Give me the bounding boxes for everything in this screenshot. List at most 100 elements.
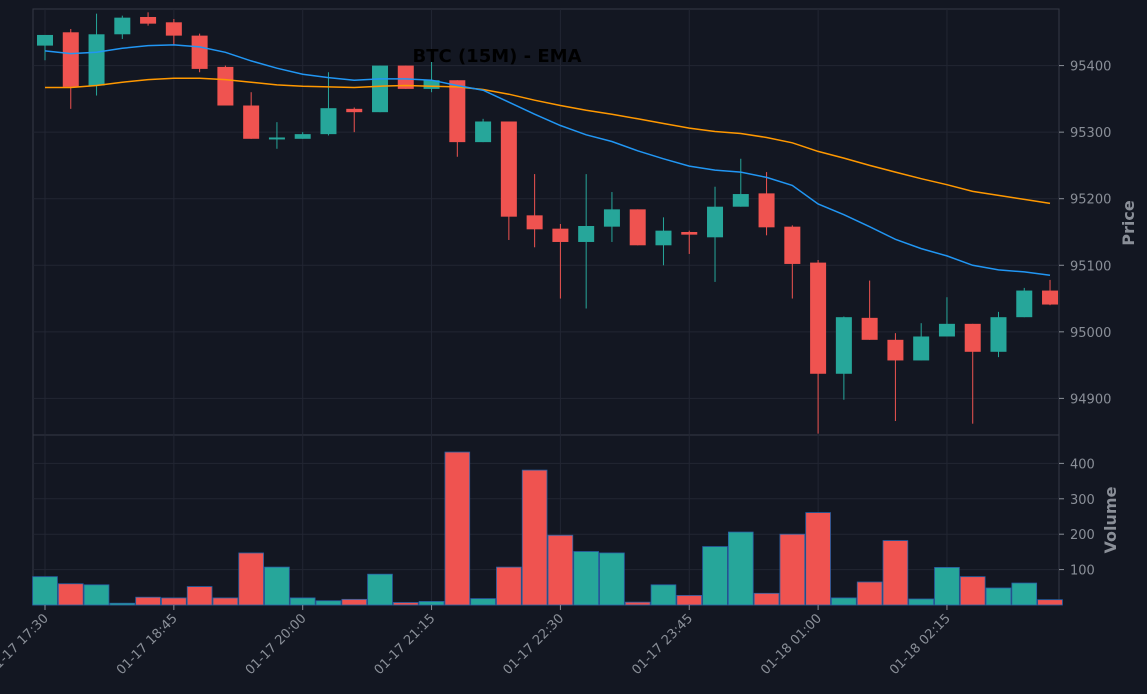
x-tick-label: 01-18 01:00 [758,611,825,678]
volume-tick-label: 400 [1070,457,1095,472]
volume-bar [650,584,677,606]
x-tick-label: 01-17 21:15 [372,611,439,678]
volume-bar [1011,582,1038,606]
volume-bar [882,540,909,606]
volume-bar [779,533,806,606]
candle-body [423,80,440,89]
volume-bar [212,597,239,606]
price-tick-label: 95300 [1070,126,1111,141]
candle-body [835,317,852,374]
volume-bar [32,576,58,606]
candle-body [578,225,595,242]
candle-body [346,108,363,113]
candle-body [655,230,672,246]
volume-bar [805,512,831,606]
candle-body [1016,290,1033,318]
volume-bar [57,583,84,606]
volume-bar [521,469,548,606]
volume-bar [161,597,187,606]
ema-fast-line [44,44,1051,277]
volume-tick-label: 300 [1070,493,1095,508]
volume-bar [573,551,599,606]
volume-bar [315,600,342,606]
candle-body [707,206,724,238]
candle-body [861,317,878,340]
volume-bar [289,597,316,606]
volume-bar [934,567,960,606]
candle-body [449,80,466,143]
candle-body [294,134,311,139]
x-axis-ticks: 01-17 17:30 01-17 18:45 01-17 20:00 01-17 2… [0,605,954,678]
volume-bar [341,598,368,606]
chart-title: BTC (15M) - EMA [412,46,581,67]
y-axis-ticks: 94900 95000 95100 95200 95300 95400 100 200 300 4… [1059,60,1111,579]
x-tick-label: 01-17 20:00 [243,611,310,678]
volume-bar [444,451,471,606]
candle-body [887,339,904,361]
volume-bar [676,595,703,606]
volume-bar [1037,599,1063,606]
volume-bar [392,602,419,606]
ema-lines [44,44,1051,277]
volume-tick-label: 100 [1070,564,1095,579]
price-tick-label: 94900 [1070,392,1111,407]
volume-bar [238,552,264,606]
candle-body [732,194,749,207]
candle-body [114,17,131,35]
price-tick-label: 95100 [1070,259,1111,274]
ema-slow-line [45,77,1051,205]
candle-body [1042,290,1059,305]
candle-body [603,209,620,227]
x-tick-label: 01-18 02:15 [887,611,954,678]
x-tick-label: 01-17 23:45 [629,611,696,678]
volume-bar [418,601,445,606]
candle-body [990,317,1007,352]
candle-body [140,16,157,24]
volume-bar [496,566,522,606]
candle-body [397,65,414,89]
candle-body [964,323,981,352]
volume-bar [109,602,136,606]
volume-bar [599,552,625,606]
candle-body [165,22,182,36]
candle-body [938,323,955,337]
candle-body [681,231,698,235]
volume-bar [186,586,213,606]
candle-body [88,34,105,86]
candle-body [62,32,79,87]
price-axis-label: Price [1119,200,1138,246]
volume-bar [470,598,496,606]
volume-bar [831,597,857,606]
volume-bar [264,566,290,606]
volume-bar [135,596,161,606]
price-panel-background [32,8,1060,436]
candle-body [629,209,646,246]
volume-bars [32,451,1063,606]
volume-tick-label: 200 [1070,528,1095,543]
volume-bar [728,531,754,606]
volume-bar [856,581,883,606]
volume-bar [908,598,934,606]
candle-body [191,35,208,69]
volume-bar [367,573,393,606]
candle-body [243,105,260,139]
candle-body [913,336,930,361]
candle-body [37,34,53,46]
price-tick-label: 95000 [1070,326,1111,341]
volume-axis-label: Volume [1101,486,1120,553]
candle-body [217,66,234,106]
volume-bar [83,584,110,606]
candle-body [758,193,775,228]
volume-bar [702,546,728,606]
price-tick-label: 95200 [1070,193,1111,208]
candle-body [552,228,569,242]
candle-body [784,226,801,264]
volume-bar [985,587,1012,606]
candle-body [372,65,389,113]
candle-body [810,262,827,374]
price-tick-label: 95400 [1070,60,1111,75]
candle-body [320,108,337,135]
volume-bar [547,534,574,606]
candle-body [475,121,492,143]
